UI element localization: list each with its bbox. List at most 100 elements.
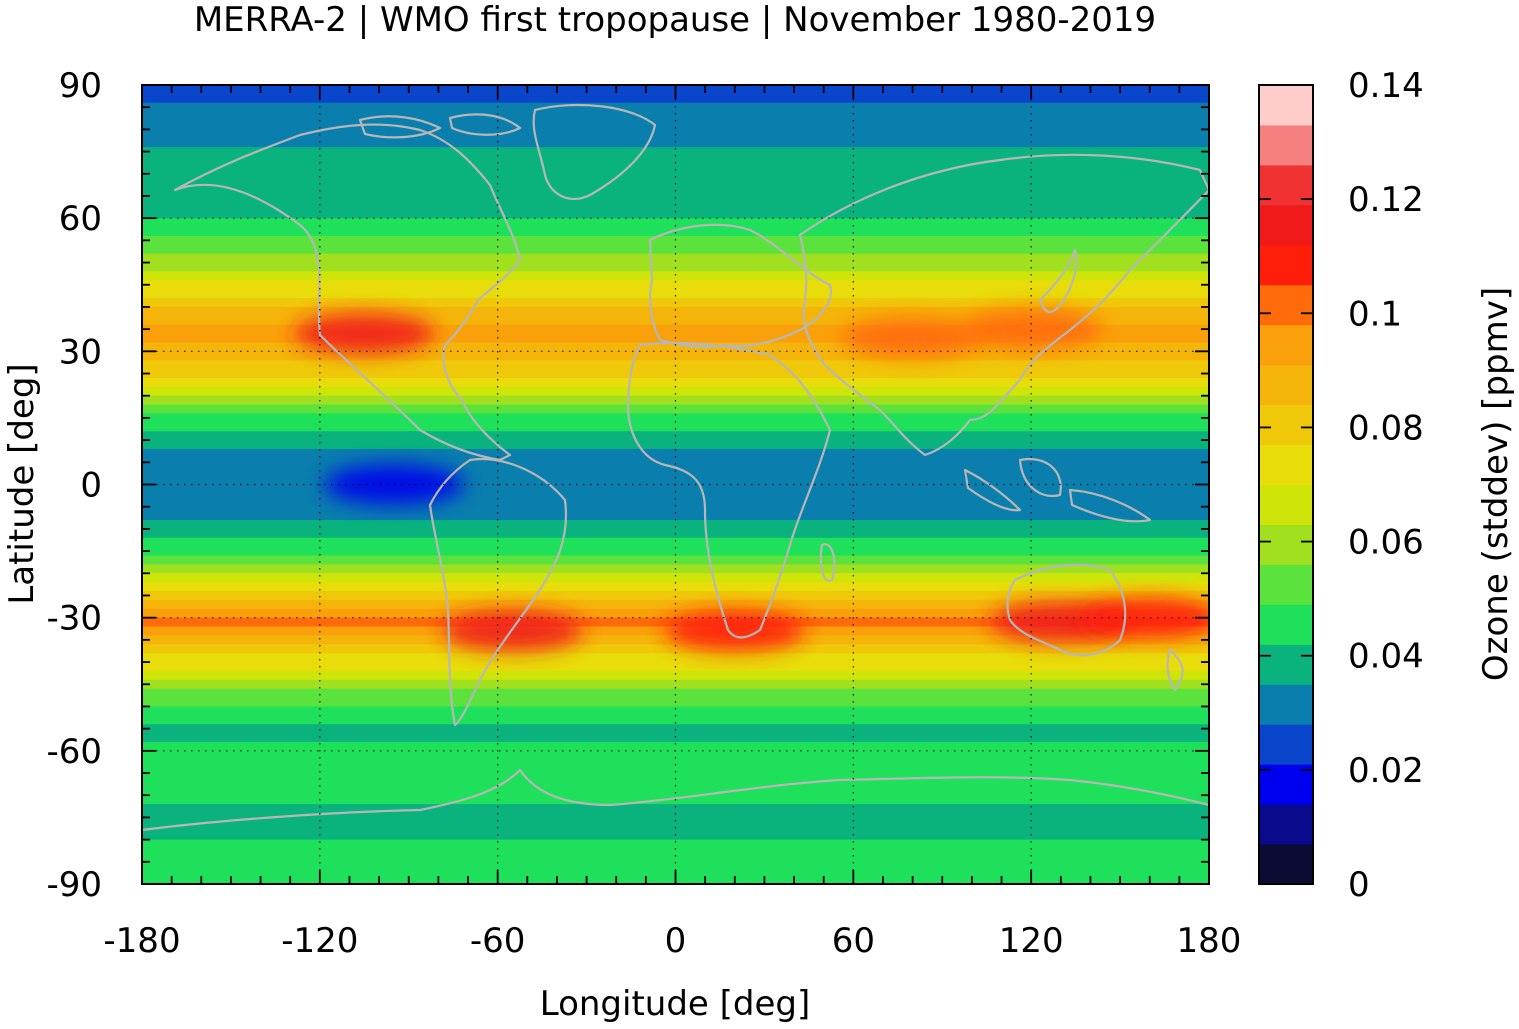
- field-band: [142, 413, 1209, 423]
- x-tick-label: 0: [665, 921, 687, 961]
- y-tick-label: -90: [46, 865, 102, 905]
- colorbar-swatch: [1259, 484, 1313, 525]
- y-tick-label: -30: [46, 599, 102, 639]
- field-band: [142, 812, 1209, 823]
- colorbar-swatch: [1259, 444, 1313, 485]
- colorbar-tick-label: 0.1: [1348, 294, 1402, 334]
- colorbar-frame: [1258, 84, 1314, 885]
- y-axis-label: Latitude [deg]: [2, 363, 42, 604]
- field-band: [142, 111, 1209, 122]
- colorbar-swatch: [1259, 724, 1313, 765]
- field-band: [142, 520, 1209, 530]
- ozone-hotspots: [294, 309, 1209, 651]
- field-band: [142, 839, 1209, 850]
- colorbar-swatch: [1259, 684, 1313, 725]
- colorbar-swatch: [1259, 204, 1313, 246]
- field-band: [142, 599, 1209, 610]
- x-axis-label: Longitude [deg]: [540, 984, 811, 1024]
- field-band: [142, 182, 1209, 193]
- field-band: [142, 422, 1209, 432]
- x-tick-label: 120: [999, 921, 1064, 961]
- field-band: [142, 733, 1209, 743]
- colorbar-tick-label: 0.02: [1348, 751, 1424, 791]
- field-band: [142, 351, 1209, 361]
- y-tick-label: -60: [46, 732, 102, 772]
- field-band: [142, 688, 1209, 699]
- x-tick-label: -60: [470, 921, 526, 961]
- colorbar-tick-label: 0.14: [1348, 66, 1424, 106]
- field-band: [142, 546, 1209, 557]
- colorbar-swatch: [1259, 324, 1313, 366]
- field-band: [142, 555, 1209, 565]
- field-band: [142, 253, 1209, 264]
- coastline-outlines: [142, 103, 1209, 832]
- field-band: [142, 271, 1209, 281]
- field-band: [142, 741, 1209, 752]
- field-band: [142, 209, 1209, 219]
- field-band: [142, 706, 1209, 716]
- field-band: [142, 360, 1209, 370]
- grid-lines: [142, 85, 1209, 884]
- colorbar-swatch: [1259, 524, 1313, 565]
- field-band: [142, 484, 1209, 494]
- field-band: [142, 457, 1209, 468]
- field-band: [142, 679, 1209, 690]
- field-band: [142, 138, 1209, 148]
- field-band: [142, 191, 1209, 202]
- field-band: [142, 502, 1209, 512]
- field-band: [142, 591, 1209, 601]
- x-tick-label: -180: [103, 921, 180, 961]
- field-band: [142, 440, 1209, 450]
- field-band: [142, 777, 1209, 787]
- y-tick-label: 60: [59, 199, 102, 239]
- hotspot-high: [442, 610, 583, 651]
- colorbar-swatch: [1259, 124, 1313, 166]
- hotspot-high: [664, 610, 805, 651]
- field-band: [142, 537, 1209, 548]
- hotspot-high: [294, 313, 435, 354]
- field-band: [142, 227, 1209, 237]
- chart-title: MERRA-2 | WMO first tropopause | Novembe…: [194, 0, 1156, 40]
- hotspot-high: [961, 309, 1102, 350]
- field-band: [142, 369, 1209, 379]
- x-tick-label: 180: [1177, 921, 1242, 961]
- hotspot-low: [323, 464, 464, 505]
- field-band: [142, 511, 1209, 521]
- colorbar-swatch: [1259, 244, 1313, 286]
- colorbar-swatch: [1259, 764, 1313, 805]
- colorbar-swatch: [1259, 844, 1313, 885]
- colorbar-swatch: [1259, 284, 1313, 326]
- colorbar-tick-label: 0.06: [1348, 523, 1424, 563]
- colorbar-tick-label: 0.08: [1348, 408, 1424, 448]
- field-band: [142, 653, 1209, 663]
- field-band: [142, 804, 1209, 814]
- field-band: [142, 724, 1209, 734]
- field-band: [142, 173, 1209, 184]
- y-tick-label: 30: [59, 332, 102, 372]
- field-band: [142, 386, 1209, 397]
- field-band: [142, 120, 1209, 130]
- x-tick-label: -120: [281, 921, 358, 961]
- field-band: [142, 244, 1209, 255]
- field-band: [142, 768, 1209, 779]
- colorbar-swatch: [1259, 364, 1313, 406]
- field-band: [142, 156, 1209, 166]
- y-axis: 90 60 30 0 -30 -60 -90: [46, 66, 1209, 905]
- field-band: [142, 235, 1209, 246]
- colorbar-swatch: [1259, 604, 1313, 645]
- y-tick-label: 90: [59, 66, 102, 106]
- colorbar-tick-label: 0.12: [1348, 180, 1424, 220]
- field-band: [142, 147, 1209, 157]
- field-band: [142, 377, 1209, 388]
- field-band: [142, 324, 1209, 335]
- field-band: [142, 404, 1209, 415]
- colorbar-tick-label: 0.04: [1348, 637, 1424, 677]
- x-axis: -180 -120 -60 0 60 120 180: [103, 85, 1241, 961]
- field-band: [142, 608, 1209, 619]
- colorbar-swatch: [1259, 644, 1313, 685]
- field-band: [142, 715, 1209, 725]
- colorbar-swatch: [1259, 804, 1313, 845]
- field-band: [142, 848, 1209, 858]
- field-band: [142, 306, 1209, 317]
